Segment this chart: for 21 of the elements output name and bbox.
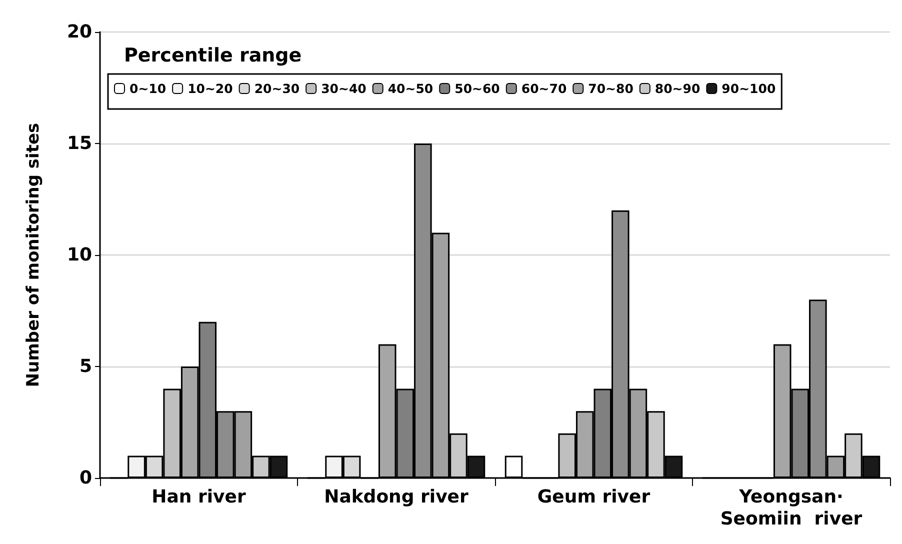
legend-label: 30~40 [321,81,367,96]
legend-label: 80~90 [654,81,700,96]
legend-label: 0~10 [130,81,166,96]
legend-label: 40~50 [388,81,434,96]
x-tick-label: Geum river [537,486,650,508]
legend-label: 60~70 [521,81,567,96]
y-tick-label: 20 [66,22,92,42]
y-axis-title: Number of monitoring sites [24,122,44,388]
y-tick-label: 10 [66,244,92,266]
legend-label: 70~80 [588,81,634,96]
x-tick-label: Han river [152,486,246,508]
legend-label: 10~20 [188,81,234,96]
legend-label: 20~30 [254,81,300,96]
y-tick-label: 5 [79,356,92,377]
legend-label: 90~100 [722,81,776,96]
x-tick-label: Yeongsan· Seomiin river [720,486,862,530]
y-tick-label: 15 [66,133,92,154]
legend-title: Percentile range [124,44,302,66]
legend-label: 50~60 [454,81,500,96]
y-tick-label: 0 [79,468,92,488]
x-tick-label: Nakdong river [324,486,469,508]
